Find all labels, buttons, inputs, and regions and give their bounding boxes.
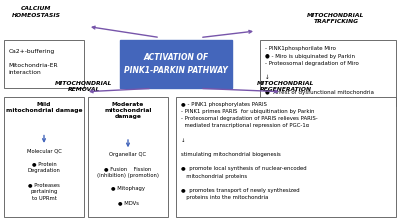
- Text: CALCIUM
HOMEOSTASIS: CALCIUM HOMEOSTASIS: [12, 6, 60, 18]
- FancyBboxPatch shape: [176, 97, 396, 217]
- Text: MITOCHONDRIAL
TRAFFICKING: MITOCHONDRIAL TRAFFICKING: [307, 13, 365, 24]
- FancyBboxPatch shape: [260, 40, 396, 106]
- Text: Organellar QC

● Fusion    Fission
(inhibition) (promotion)

● Mitophagy

● MDVs: Organellar QC ● Fusion Fission (inhibiti…: [97, 152, 159, 205]
- Text: Ca2+-buffering

Mitochondria-ER
interaction: Ca2+-buffering Mitochondria-ER interacti…: [9, 49, 58, 75]
- Text: MITOCHONDRIAL
REMOVAL: MITOCHONDRIAL REMOVAL: [55, 80, 113, 92]
- Text: MITOCHONDRIAL
REGENERATION: MITOCHONDRIAL REGENERATION: [257, 80, 315, 92]
- FancyBboxPatch shape: [4, 40, 84, 88]
- FancyBboxPatch shape: [88, 97, 168, 217]
- Text: Molecular QC

● Protein
Degradation

● Proteases
pertaining
to UPRmt: Molecular QC ● Protein Degradation ● Pro…: [26, 148, 62, 201]
- Text: - PINK1phosphorilate Miro
● - Miro is ubiquinated by Parkin
- Proteosomal degrad: - PINK1phosphorilate Miro ● - Miro is ub…: [265, 46, 374, 95]
- FancyBboxPatch shape: [120, 40, 232, 88]
- Text: ACTIVATION OF
PINK1-PARKIN PATHWAY: ACTIVATION OF PINK1-PARKIN PATHWAY: [124, 53, 228, 75]
- Text: ● - PINK1 phosphorylates PARIS
- PINK1 primes PARIS  for ubiquitination by Parki: ● - PINK1 phosphorylates PARIS - PINK1 p…: [181, 102, 318, 200]
- FancyBboxPatch shape: [4, 97, 84, 217]
- Text: Mild
mitochondrial damage: Mild mitochondrial damage: [6, 102, 82, 113]
- Text: Moderate
mitochondrial
damage: Moderate mitochondrial damage: [104, 102, 152, 119]
